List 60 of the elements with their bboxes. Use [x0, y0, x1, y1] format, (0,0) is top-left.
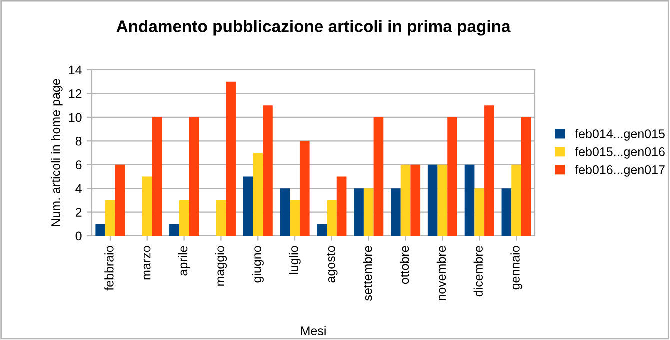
- bar: [428, 164, 438, 236]
- y-tick-label: 14: [69, 66, 82, 75]
- y-tick-label: 10: [69, 113, 82, 122]
- bar: [216, 200, 226, 236]
- x-tick-label: giugno: [252, 246, 264, 283]
- bar: [179, 200, 190, 236]
- y-tick-label: 6: [76, 160, 82, 170]
- bar: [317, 224, 328, 236]
- bar: [502, 188, 512, 236]
- bar: [253, 153, 264, 236]
- bar: [290, 200, 300, 236]
- x-tick-label: maggio: [215, 246, 228, 286]
- bar: [474, 188, 485, 236]
- bar: [170, 224, 180, 236]
- bar: [263, 106, 273, 236]
- bar: [484, 106, 494, 236]
- legend-label: feb014...gen015: [575, 129, 665, 141]
- bar: [448, 117, 458, 236]
- x-tick-label: ottobre: [400, 246, 410, 284]
- bar: [327, 200, 337, 236]
- bar: [374, 117, 384, 236]
- bar: [243, 176, 254, 236]
- x-axis-title: Mesi: [301, 326, 326, 336]
- x-tick-label: luglio: [289, 246, 301, 274]
- bar: [96, 224, 106, 236]
- bar: [438, 164, 448, 236]
- bar: [152, 117, 162, 236]
- bar: [512, 164, 522, 236]
- legend-label: feb015...gen016: [575, 147, 665, 159]
- bar: [280, 188, 290, 236]
- bar: [521, 117, 532, 236]
- y-tick-label: 0: [76, 232, 82, 241]
- y-tick-label: 8: [76, 136, 82, 146]
- chart-title: Andamento pubblicazione articoli in prima pagina: [116, 20, 511, 36]
- y-tick-label: 12: [69, 90, 82, 98]
- x-tick-label: dicembre: [474, 246, 483, 297]
- bar: [189, 117, 200, 236]
- y-axis-title: Num. articoli in home page: [51, 79, 63, 226]
- x-tick-label: aprile: [178, 246, 190, 276]
- bar: [354, 188, 364, 236]
- x-tick-label: marzo: [144, 246, 151, 280]
- y-tick-label: 2: [76, 208, 82, 217]
- bar: [364, 188, 374, 236]
- legend-label: feb016...gen017: [575, 165, 665, 177]
- bar: [115, 164, 126, 236]
- bar: [142, 176, 152, 236]
- x-tick-label: gennaio: [510, 246, 522, 290]
- bar: [400, 164, 411, 236]
- bar: [300, 141, 310, 236]
- bar: [226, 82, 236, 236]
- y-tick-label: 4: [76, 184, 82, 194]
- x-tick-label: agosto: [327, 246, 338, 283]
- bar: [336, 176, 347, 236]
- x-tick-label: settembre: [363, 246, 372, 301]
- bar: [464, 164, 475, 236]
- bar: [106, 200, 116, 236]
- bar: [410, 164, 421, 236]
- x-tick-label: novembre: [436, 246, 446, 300]
- x-tick-label: febbraio: [104, 246, 114, 291]
- bar: [391, 188, 401, 236]
